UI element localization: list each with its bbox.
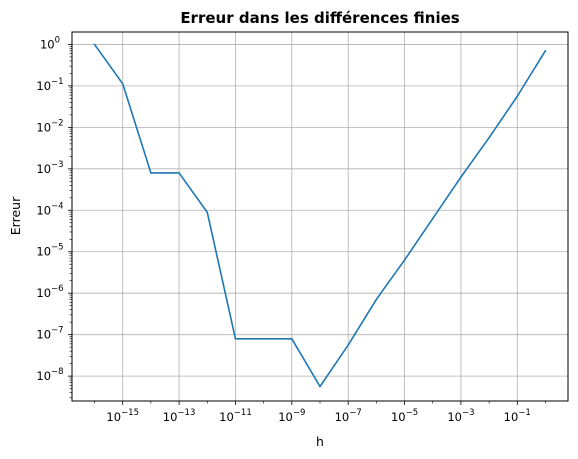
y-tick-label: 10−8: [36, 367, 63, 383]
data-point: [375, 298, 378, 301]
x-axis-ticks: 10−15 10−13 10−11 10−9 10−7 10−5 10−3 10−1: [94, 401, 546, 424]
x-tick-label: 10−13: [163, 408, 196, 424]
data-point: [431, 217, 434, 220]
data-point: [291, 338, 293, 340]
y-tick-label: 10−1: [36, 77, 63, 93]
y-axis-label: Erreur: [8, 196, 23, 235]
data-point: [93, 43, 96, 46]
y-tick-label: 10−4: [36, 201, 63, 217]
y-tick-label: 10−6: [36, 284, 63, 300]
data-point: [206, 211, 209, 214]
x-tick-label: 10−3: [447, 408, 474, 424]
y-tick-label: 10−7: [36, 326, 63, 342]
data-point: [262, 338, 265, 340]
chart-title: Erreur dans les différences finies: [180, 9, 459, 27]
axes-frame: [71, 31, 569, 402]
grid: [72, 32, 568, 401]
data-point: [178, 172, 180, 174]
x-tick-label: 10−11: [219, 408, 252, 424]
data-point: [234, 338, 237, 340]
data-point: [544, 49, 547, 52]
x-tick-label: 10−5: [391, 408, 418, 424]
data-point: [347, 344, 349, 346]
data-point: [150, 172, 152, 174]
data-point: [403, 259, 406, 261]
data-point: [460, 176, 462, 178]
x-tick-label: 10−7: [335, 408, 362, 424]
series-group: [93, 43, 547, 388]
y-axis-ticks: 100 10−1 10−2 10−3 10−4 10−5 10−6 10−7 10−8: [36, 35, 72, 399]
series-line: [93, 43, 547, 388]
y-tick-label: 10−5: [36, 243, 63, 259]
x-tick-label: 10−9: [278, 408, 305, 424]
data-point: [121, 83, 124, 85]
y-tick-label: 100: [40, 35, 60, 51]
x-axis-label: h: [316, 434, 324, 449]
data-point: [319, 385, 321, 388]
y-tick-label: 10−2: [36, 118, 63, 134]
data-point: [516, 95, 519, 98]
data-point: [488, 136, 490, 139]
x-tick-label: 10−1: [504, 408, 531, 424]
x-tick-label: 10−15: [106, 408, 139, 424]
y-tick-label: 10−3: [36, 160, 63, 176]
